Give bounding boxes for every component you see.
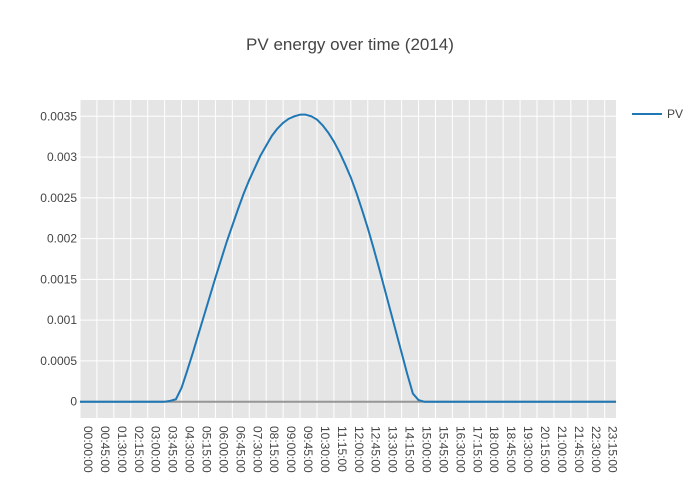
x-tick-label: 04:30:00 (183, 426, 197, 473)
y-tick-label: 0.0035 (40, 109, 77, 123)
x-tick-label: 05:15:00 (199, 426, 213, 473)
y-tick-label: 0.0015 (40, 272, 77, 286)
x-tick-label: 08:15:00 (267, 426, 281, 473)
x-tick-label: 02:15:00 (132, 426, 146, 473)
x-tick-label: 12:45:00 (369, 426, 383, 473)
y-grid (80, 115, 616, 362)
x-tick-label: 18:45:00 (504, 426, 518, 473)
x-tick-label: 07:30:00 (250, 426, 264, 473)
x-tick-label: 21:45:00 (572, 426, 586, 473)
x-tick-label: 00:45:00 (98, 426, 112, 473)
x-tick-label: 00:00:00 (81, 426, 95, 473)
x-tick-label: 15:45:00 (436, 426, 450, 473)
x-tick-label: 13:30:00 (386, 426, 400, 473)
legend-label-pv: PV (667, 107, 683, 121)
x-tick-label: 03:45:00 (166, 426, 180, 473)
x-grid (79, 100, 606, 418)
series-line-pv (80, 113, 616, 403)
y-tick-label: 0.002 (47, 232, 77, 246)
x-axis-ticks: 00:00:00 00:45:00 01:30:00 02:15:00 03:00:00… (81, 426, 620, 473)
x-tick-label: 18:00:00 (487, 426, 501, 473)
legend[interactable]: PV (632, 107, 683, 121)
x-tick-label: 15:00:00 (420, 426, 434, 473)
x-tick-label: 23:15:00 (606, 426, 620, 473)
x-tick-label: 12:00:00 (352, 426, 366, 473)
x-tick-label: 10:30:00 (318, 426, 332, 473)
y-tick-label: 0.001 (47, 313, 77, 327)
x-tick-label: 19:30:00 (521, 426, 535, 473)
x-tick-label: 09:45:00 (301, 426, 315, 473)
x-tick-label: 06:45:00 (233, 426, 247, 473)
series-group (80, 113, 616, 403)
y-axis-ticks: 0 0.0005 0.001 0.0015 0.002 0.0025 0.003 0.0035 (40, 109, 77, 408)
chart-title: PV energy over time (2014) (246, 35, 454, 54)
x-tick-label: 16:30:00 (453, 426, 467, 473)
x-tick-label: 11:15:00 (335, 426, 349, 472)
x-tick-label: 22:30:00 (589, 426, 603, 473)
y-tick-label: 0.0025 (40, 191, 77, 205)
x-tick-label: 14:15:00 (403, 426, 417, 473)
plot-area (80, 100, 616, 418)
x-tick-label: 03:00:00 (149, 426, 163, 473)
x-tick-label: 21:00:00 (555, 426, 569, 473)
x-tick-label: 06:00:00 (216, 426, 230, 473)
y-tick-label: 0.0005 (40, 354, 77, 368)
x-tick-label: 09:00:00 (284, 426, 298, 473)
x-tick-label: 20:15:00 (538, 426, 552, 473)
y-tick-label: 0.003 (47, 150, 77, 164)
x-tick-label: 17:15:00 (470, 426, 484, 473)
x-tick-label: 01:30:00 (115, 426, 129, 473)
y-tick-label: 0 (70, 395, 77, 409)
